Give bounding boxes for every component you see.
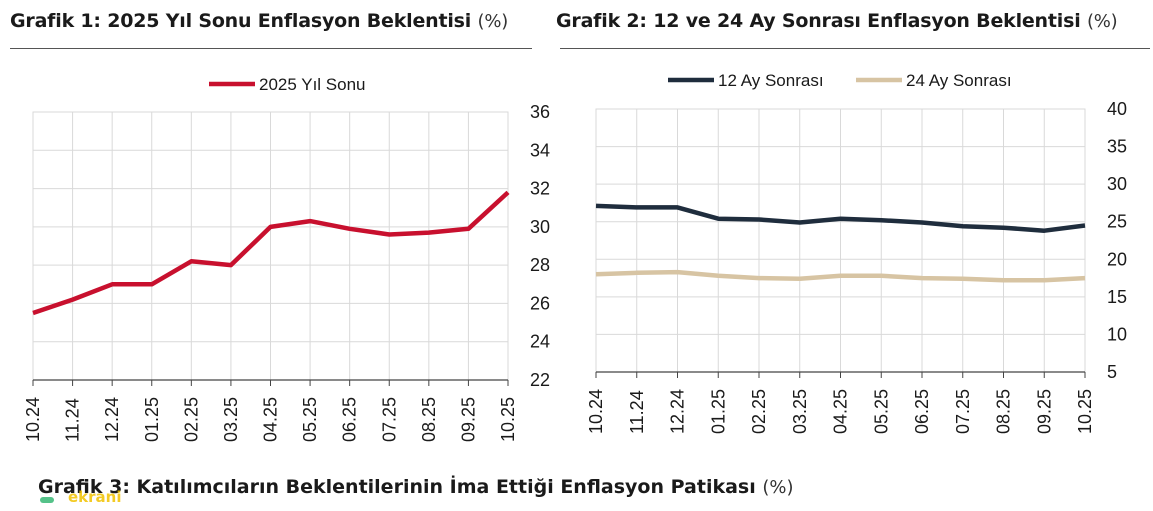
chart1-xtick-label: 07.25 — [379, 397, 399, 442]
chart2-xtick-label: 09.25 — [1034, 389, 1054, 434]
chart1-svg: 36 34 32 30 28 26 24 22 10.24 11.24 12.24 01.25 02.2… — [23, 75, 550, 442]
chart2-xtick-label: 03.25 — [790, 389, 810, 434]
chart2-xtick-label: 04.25 — [831, 389, 851, 434]
chart1-xtick-label: 09.25 — [458, 397, 478, 442]
chart1-unit: (%) — [477, 11, 509, 32]
chart1-xtick-label: 04.25 — [261, 397, 281, 442]
chart1-ytick-label: 30 — [530, 217, 550, 237]
chart2-xtick-label: 12.24 — [668, 389, 688, 434]
chart2-xtick-label: 08.25 — [994, 389, 1014, 434]
chart1-title-text: Grafik 1: 2025 Yıl Sonu Enflasyon Beklen… — [10, 10, 472, 32]
chart2-legend-label-2: 24 Ay Sonrası — [906, 71, 1012, 90]
chart1-xtick-label: 10.25 — [498, 397, 518, 442]
chart3-title-text: Grafik 3: Katılımcıların Beklentilerinin… — [38, 476, 756, 498]
chart2-ytick-label: 15 — [1107, 287, 1127, 307]
chart2-ytick-label: 5 — [1107, 362, 1117, 382]
chart1-ytick-label: 36 — [530, 102, 550, 122]
chart1-xtick-label: 02.25 — [181, 397, 201, 442]
chart2-title-divider — [560, 48, 1150, 49]
chart1-xtick-label: 01.25 — [142, 397, 162, 442]
chart3-unit: (%) — [762, 477, 794, 498]
chart2-xtick-label: 05.25 — [871, 389, 891, 434]
chart2-xtick-label: 01.25 — [708, 389, 728, 434]
chart2-svg: 40 35 30 25 20 15 10 5 10.24 11.24 12.24 01.25 02.25… — [586, 71, 1127, 434]
chart2-ytick-label: 30 — [1107, 174, 1127, 194]
chart2-xtick-label: 11.24 — [627, 390, 647, 434]
chart1-ytick-label: 22 — [530, 370, 550, 390]
chart1-ytick-label: 32 — [530, 179, 550, 199]
chart2-xtick-label: 02.25 — [749, 389, 769, 434]
chart1-xtick-label: 11.24 — [63, 398, 83, 442]
chart2-unit: (%) — [1086, 11, 1118, 32]
watermark: ekrani — [68, 488, 122, 506]
chart2-title: Grafik 2: 12 ve 24 Ay Sonrası Enflasyon … — [556, 10, 1118, 32]
chart2-xtick-label: 10.25 — [1075, 389, 1095, 434]
chart2-ytick-label: 25 — [1107, 212, 1127, 232]
chart2-ytick-label: 40 — [1107, 99, 1127, 119]
chart1-xtick-label: 06.25 — [340, 397, 360, 442]
chart1-legend-label-1: 2025 Yıl Sonu — [259, 75, 366, 94]
chart2-xtick-label: 07.25 — [953, 389, 973, 434]
chart1-ytick-label: 28 — [530, 255, 550, 275]
chart1-xtick-label: 03.25 — [221, 397, 241, 442]
chart2-xtick-label: 10.24 — [586, 389, 606, 434]
chart3-title: Grafik 3: Katılımcıların Beklentilerinin… — [38, 476, 794, 498]
chart1-ytick-label: 26 — [530, 293, 550, 313]
chart1-xtick-label: 08.25 — [419, 397, 439, 442]
chart1-title-divider — [10, 48, 532, 49]
chart2-ytick-label: 35 — [1107, 137, 1127, 157]
chart1-ytick-label: 24 — [530, 332, 550, 352]
chart1-xtick-label: 10.24 — [23, 397, 43, 442]
chart2-legend-label-1: 12 Ay Sonrası — [718, 71, 824, 90]
chart2-xtick-label: 06.25 — [912, 389, 932, 434]
chart1-xtick-label: 05.25 — [300, 397, 320, 442]
chart2-ytick-label: 10 — [1107, 324, 1127, 344]
chart1-xtick-label: 12.24 — [102, 397, 122, 442]
chart2-ytick-label: 20 — [1107, 249, 1127, 269]
chart1-ytick-label: 34 — [530, 140, 550, 160]
chart2-title-text: Grafik 2: 12 ve 24 Ay Sonrası Enflasyon … — [556, 10, 1081, 32]
chart1-title: Grafik 1: 2025 Yıl Sonu Enflasyon Beklen… — [10, 10, 508, 32]
watermark-logo-icon — [40, 497, 54, 503]
